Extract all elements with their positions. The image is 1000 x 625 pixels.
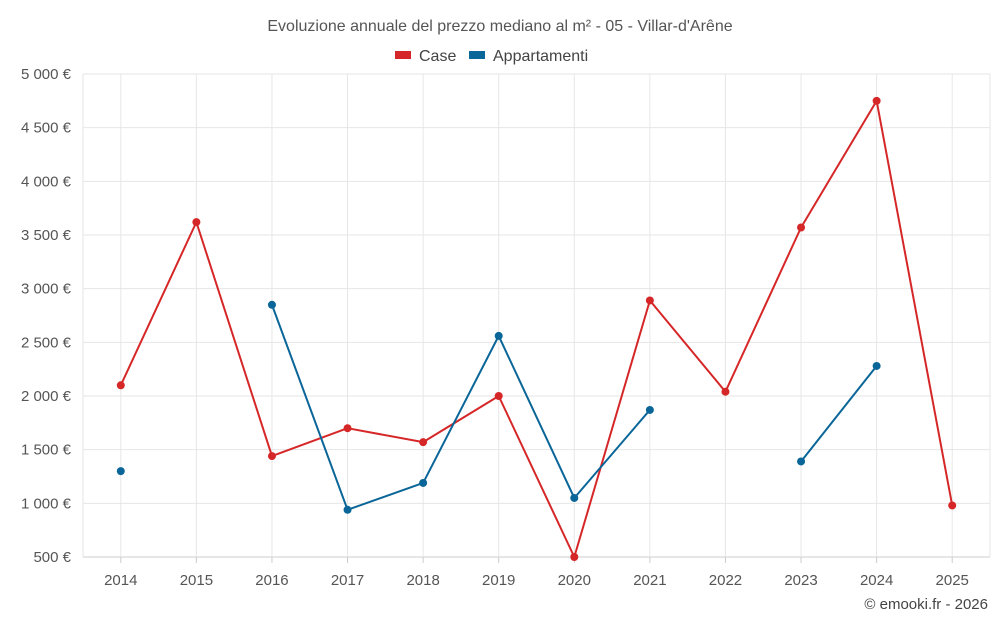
grid xyxy=(82,73,991,558)
x-tick-label: 2019 xyxy=(482,572,515,589)
y-tick-label: 1 000 € xyxy=(21,495,72,512)
y-tick-label: 2 500 € xyxy=(21,334,72,351)
legend: Case Appartamenti xyxy=(395,48,588,65)
series-case xyxy=(116,96,957,561)
series-line-case xyxy=(119,99,954,558)
data-point-appartamenti[interactable] xyxy=(645,405,654,414)
legend-swatch-appartamenti xyxy=(469,51,485,59)
x-tick-label: 2023 xyxy=(784,572,817,589)
data-point-case[interactable] xyxy=(645,296,654,305)
x-tick-label: 2021 xyxy=(633,572,666,589)
series xyxy=(116,96,957,561)
data-point-appartamenti[interactable] xyxy=(872,361,881,370)
data-point-case[interactable] xyxy=(192,218,201,227)
data-point-appartamenti[interactable] xyxy=(419,478,428,487)
data-point-appartamenti[interactable] xyxy=(267,300,276,309)
data-point-appartamenti[interactable] xyxy=(494,331,503,340)
data-point-appartamenti[interactable] xyxy=(570,493,579,502)
y-tick-label: 1 500 € xyxy=(21,442,72,459)
y-tick-label: 4 000 € xyxy=(21,173,72,190)
x-tick-label: 2015 xyxy=(180,572,213,589)
data-point-case[interactable] xyxy=(570,553,579,561)
data-point-appartamenti[interactable] xyxy=(116,467,125,476)
x-tick-label: 2020 xyxy=(558,572,591,589)
y-tick-label: 2 000 € xyxy=(21,388,72,405)
y-tick-label: 3 000 € xyxy=(21,281,72,298)
data-point-case[interactable] xyxy=(494,392,503,400)
chart-title: Evoluzione annuale del prezzo mediano al… xyxy=(267,18,732,35)
series-appartamenti xyxy=(116,300,881,514)
data-point-appartamenti[interactable] xyxy=(343,505,352,514)
credit-text: © emooki.fr - 2026 xyxy=(864,596,988,613)
legend-item-appartamenti[interactable]: Appartamenti xyxy=(469,48,588,65)
data-point-case[interactable] xyxy=(419,438,428,447)
x-tick-label: 2025 xyxy=(936,572,969,589)
x-tick-label: 2014 xyxy=(104,572,137,589)
y-tick-label: 500 € xyxy=(33,549,71,566)
data-point-case[interactable] xyxy=(797,223,806,232)
data-point-case[interactable] xyxy=(872,96,881,105)
data-point-case[interactable] xyxy=(948,501,957,510)
legend-label-appartamenti: Appartamenti xyxy=(493,48,588,65)
y-tick-label: 3 500 € xyxy=(21,227,72,244)
legend-swatch-case xyxy=(395,51,411,59)
x-tick-label: 2022 xyxy=(709,572,742,589)
legend-item-case[interactable]: Case xyxy=(395,48,456,65)
x-axis: 2014 2015 2016 2017 2018 2019 2020 2021 2022 2023… xyxy=(104,557,969,589)
x-tick-label: 2016 xyxy=(255,572,288,589)
data-point-case[interactable] xyxy=(116,381,125,390)
x-tick-label: 2017 xyxy=(331,572,364,589)
data-point-case[interactable] xyxy=(267,452,276,461)
series-line-appartamenti xyxy=(800,365,878,463)
data-point-case[interactable] xyxy=(343,424,352,433)
x-tick-label: 2024 xyxy=(860,572,893,589)
series-line-appartamenti xyxy=(271,304,651,511)
y-axis: 500 € 1 000 € 1 500 € 2 000 € 2 500 € 3 000 €… xyxy=(21,66,72,566)
y-tick-label: 4 500 € xyxy=(21,120,72,137)
y-tick-label: 5 000 € xyxy=(21,66,72,83)
x-tick-label: 2018 xyxy=(406,572,439,589)
data-point-appartamenti[interactable] xyxy=(797,457,806,466)
legend-label-case: Case xyxy=(419,48,456,65)
data-point-case[interactable] xyxy=(721,387,730,396)
